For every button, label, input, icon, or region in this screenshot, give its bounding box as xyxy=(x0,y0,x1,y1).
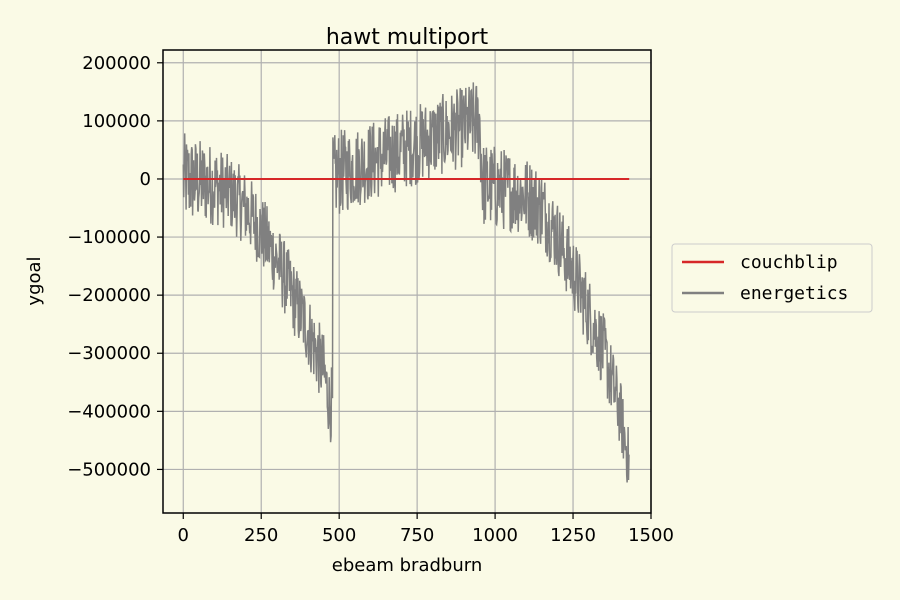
x-tick-label: 1000 xyxy=(472,525,518,546)
x-tick-label: 750 xyxy=(400,525,434,546)
legend-label: couchblip xyxy=(740,252,838,273)
y-tick-label: −500000 xyxy=(67,459,151,480)
y-tick-label: −400000 xyxy=(67,401,151,422)
y-tick-label: 200000 xyxy=(82,53,151,74)
x-tick-label: 250 xyxy=(244,525,278,546)
legend: couchblip energetics xyxy=(671,243,873,313)
y-axis-label: ygoal xyxy=(24,256,45,305)
x-tick-label: 1500 xyxy=(628,525,674,546)
x-tick-label: 500 xyxy=(322,525,356,546)
chart-title: hawt multiport xyxy=(326,25,489,50)
plot-frame xyxy=(162,49,652,514)
legend-label: energetics xyxy=(740,283,848,304)
x-tick-label: 1250 xyxy=(550,525,596,546)
series-energetics-line xyxy=(182,82,630,483)
y-tick-label: −300000 xyxy=(67,343,151,364)
x-axis: 0 250 500 750 1000 1250 1500 xyxy=(178,513,674,546)
y-axis: 200000 100000 0 −100000 −200000 −300000 −40000… xyxy=(67,53,163,480)
y-tick-label: −100000 xyxy=(67,227,151,248)
y-tick-label: 100000 xyxy=(82,111,151,132)
plot-series xyxy=(182,82,630,483)
y-tick-label: −200000 xyxy=(67,285,151,306)
y-tick-label: 0 xyxy=(140,169,151,190)
x-tick-label: 0 xyxy=(178,525,189,546)
x-axis-label: ebeam bradburn xyxy=(332,555,482,576)
